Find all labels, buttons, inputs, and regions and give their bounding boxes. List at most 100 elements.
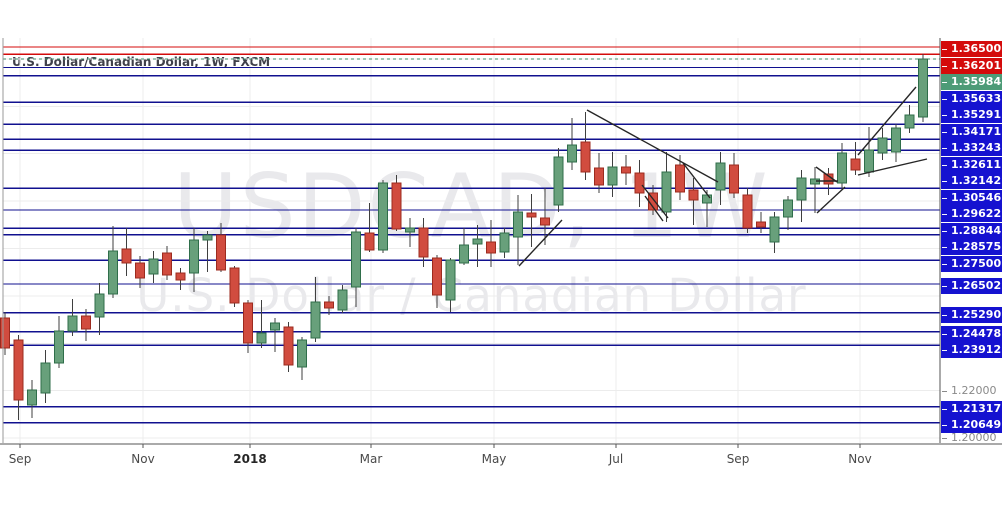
candle-body[interactable] <box>540 217 550 226</box>
last-price-label: 1.35984 <box>941 74 1002 90</box>
price-axis-tick-label: 1.20000 <box>941 430 1002 446</box>
price-axis-tick-label: 1.22000 <box>941 383 1002 399</box>
trend-line[interactable] <box>857 86 917 156</box>
candle-body[interactable] <box>216 234 226 271</box>
price-level-label: 1.33243 <box>941 140 1002 156</box>
candle-body[interactable] <box>837 152 847 184</box>
trend-line[interactable] <box>815 166 838 183</box>
candle-body[interactable] <box>486 241 496 254</box>
candle-body[interactable] <box>580 141 591 173</box>
candle-body[interactable] <box>297 339 307 368</box>
price-level-label: 1.24478 <box>941 325 1002 342</box>
candle-body[interactable] <box>742 194 753 229</box>
candle-body[interactable] <box>594 167 604 186</box>
trend-line[interactable] <box>644 195 664 222</box>
candle-body[interactable] <box>135 262 145 279</box>
candle-body[interactable] <box>81 315 91 330</box>
candle-body[interactable] <box>661 171 672 213</box>
candle-body[interactable] <box>324 301 334 309</box>
candle-body[interactable] <box>364 232 375 251</box>
candle-body[interactable] <box>67 315 78 332</box>
candle-body[interactable] <box>243 302 253 344</box>
candle-body[interactable] <box>459 244 469 264</box>
candle-body[interactable] <box>0 317 10 349</box>
candle-body[interactable] <box>40 362 51 394</box>
candle-body[interactable] <box>796 177 807 201</box>
candle-body[interactable] <box>337 289 348 311</box>
candle-body[interactable] <box>783 199 793 218</box>
candle-body[interactable] <box>634 172 645 194</box>
candle-body[interactable] <box>27 389 37 406</box>
candle-body[interactable] <box>715 162 726 191</box>
candle-body[interactable] <box>202 234 213 241</box>
candle-body[interactable] <box>13 339 24 401</box>
candle-body[interactable] <box>864 149 874 173</box>
candle-body[interactable] <box>189 239 199 274</box>
trend-line[interactable] <box>682 162 711 199</box>
candle-body[interactable] <box>891 127 901 153</box>
candle-body[interactable] <box>621 166 631 174</box>
candle-body[interactable] <box>175 272 186 281</box>
candle-body[interactable] <box>94 293 105 318</box>
candle-body[interactable] <box>499 232 510 253</box>
candle-body[interactable] <box>918 58 928 118</box>
price-level-label: 1.27500 <box>941 255 1002 272</box>
trend-line[interactable] <box>518 219 563 267</box>
candle-body[interactable] <box>756 221 766 228</box>
candle-body[interactable] <box>108 250 118 295</box>
price-level-label: 1.20649 <box>941 417 1002 434</box>
time-axis-label: Nov <box>848 452 872 466</box>
time-axis-label: Sep <box>8 452 32 466</box>
trend-line[interactable] <box>857 158 928 176</box>
candle-body[interactable] <box>378 182 388 251</box>
candle-body[interactable] <box>54 330 64 364</box>
candle-body[interactable] <box>526 212 537 218</box>
candle-body[interactable] <box>702 194 712 204</box>
price-level-label: 1.36500 <box>941 41 1002 57</box>
price-level-label: 1.29622 <box>941 206 1002 222</box>
trend-line[interactable] <box>816 186 846 214</box>
candle-body[interactable] <box>607 166 618 186</box>
price-level-label: 1.35633 <box>941 90 1002 107</box>
time-axis-label: May <box>481 452 507 466</box>
candle-body[interactable] <box>553 156 564 206</box>
candle-body[interactable] <box>688 189 699 201</box>
price-level-label: 1.26502 <box>941 277 1002 294</box>
trend-line[interactable] <box>641 184 669 219</box>
candle-body[interactable] <box>472 238 483 245</box>
candle-body[interactable] <box>229 267 240 304</box>
time-axis[interactable]: Sep Nov 2018 Mar May Jul Sep Nov <box>0 444 1002 478</box>
price-level-label: 1.35291 <box>941 107 1002 123</box>
price-axis[interactable]: 1.22000 1.20000 1.36500 1.36201 1.35984 1.356… <box>941 38 1002 446</box>
candle-body[interactable] <box>567 144 577 163</box>
candle-body[interactable] <box>877 137 888 154</box>
candle-body[interactable] <box>391 182 402 230</box>
price-level-label: 1.34171 <box>941 123 1002 140</box>
candle-body[interactable] <box>256 332 267 344</box>
price-level-label: 1.30546 <box>941 189 1002 206</box>
price-level-label: 1.28844 <box>941 222 1002 239</box>
candle-body[interactable] <box>729 164 739 194</box>
candle-body[interactable] <box>405 227 415 233</box>
candle-body[interactable] <box>351 231 361 288</box>
candle-body[interactable] <box>418 227 429 258</box>
time-axis-label: Nov <box>131 452 155 466</box>
trend-line[interactable] <box>586 109 719 183</box>
time-axis-label: Sep <box>726 452 750 466</box>
candle-body[interactable] <box>283 326 294 366</box>
candle-body[interactable] <box>445 259 456 301</box>
candle-body[interactable] <box>148 258 159 275</box>
candle-body[interactable] <box>904 114 915 129</box>
candle-body[interactable] <box>310 301 321 339</box>
candle-body[interactable] <box>675 164 685 193</box>
candle-body[interactable] <box>850 158 861 171</box>
candle-body[interactable] <box>121 248 132 264</box>
candle-body[interactable] <box>769 216 780 243</box>
candle-body[interactable] <box>270 322 280 331</box>
candle-body[interactable] <box>162 252 172 276</box>
time-axis-label: Mar <box>359 452 383 466</box>
price-level-label: 1.25290 <box>941 306 1002 323</box>
candle-body[interactable] <box>513 211 523 238</box>
candle-body[interactable] <box>432 257 442 296</box>
